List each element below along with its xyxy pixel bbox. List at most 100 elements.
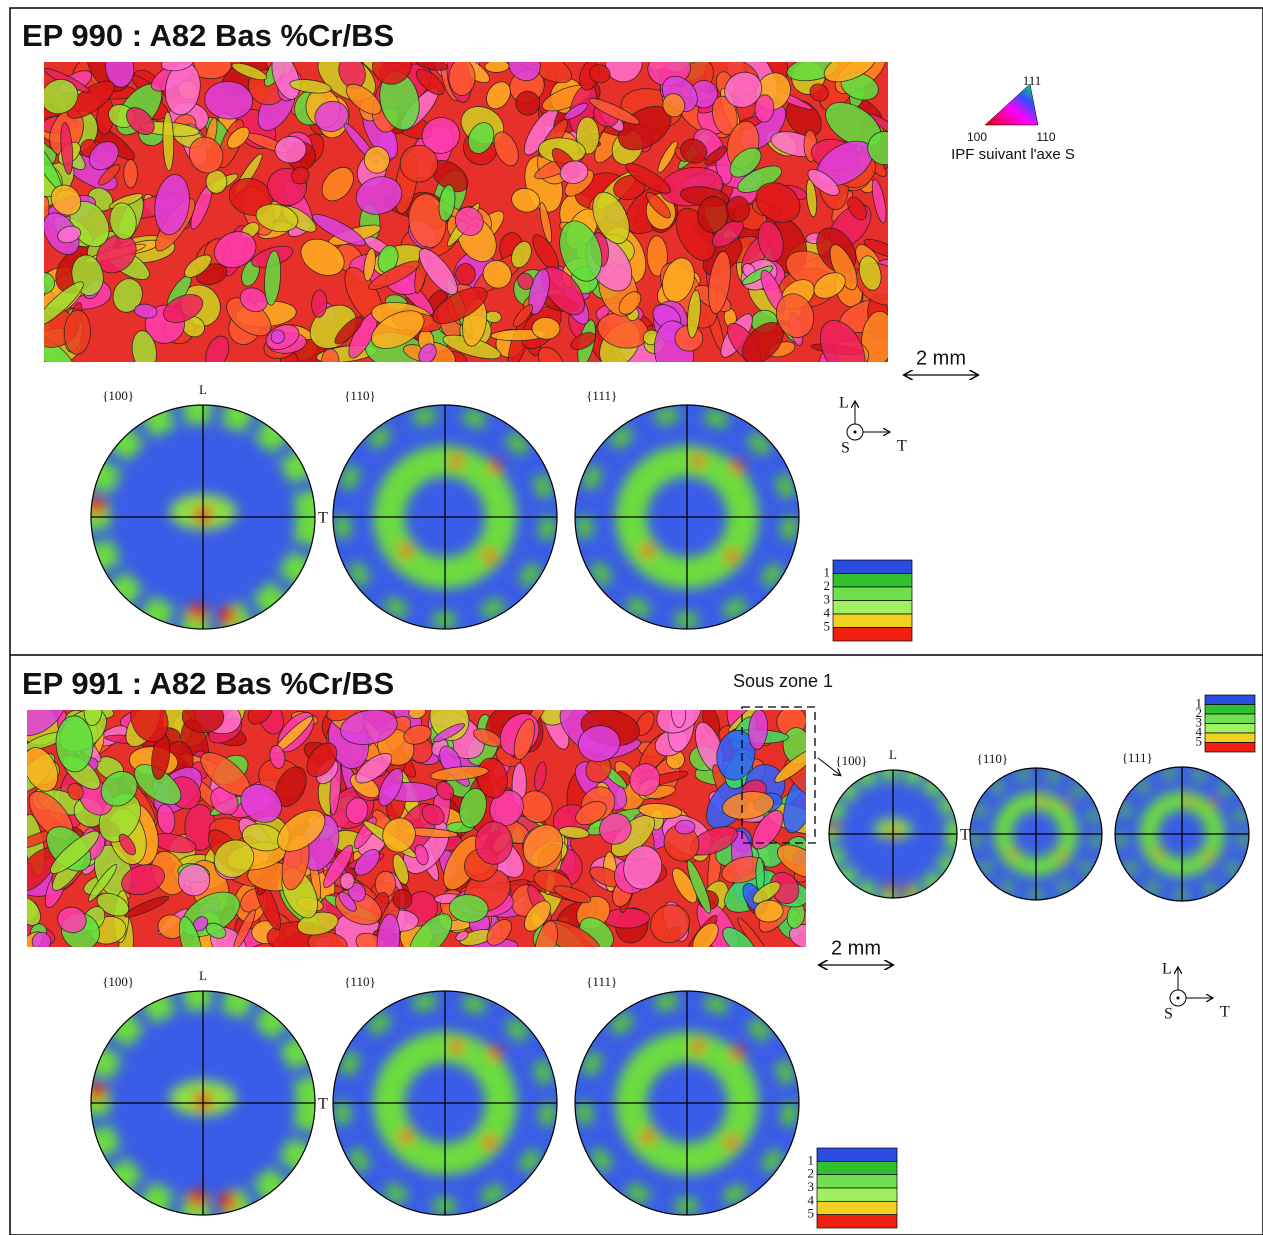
orientation-map [27,710,806,947]
grain [323,844,354,889]
grain [345,83,382,115]
peak [1038,797,1047,805]
grain [448,62,476,96]
peak [1184,796,1193,805]
legend-band [1204,723,1256,734]
axis-label-right: T [960,827,970,844]
grain [486,81,511,110]
grain [650,904,690,944]
triad-center-label: S [1164,1006,1173,1023]
peak [218,1192,237,1211]
grain [541,266,585,316]
peak [730,1045,745,1060]
peak [488,459,503,474]
grain [754,94,775,123]
peak [483,1135,497,1149]
pole-figure [90,404,316,630]
pole-figure [90,990,316,1216]
grain [589,64,611,84]
grain [354,849,380,876]
grain [392,888,413,910]
legend-band [1204,694,1256,705]
grain [204,81,254,120]
peak [188,603,207,622]
grain [467,122,495,154]
pole-figure [332,990,558,1216]
grain [524,900,551,932]
legend-level: 5 [824,618,831,633]
pole-outline [574,404,800,630]
grain [188,136,224,174]
grain [205,335,230,362]
grain [27,710,66,737]
grain [435,781,455,801]
pole-outline [332,990,558,1216]
grain [819,320,866,362]
grain [118,833,136,856]
grain [49,830,100,874]
peak [218,606,237,625]
legend-level: 1 [808,1152,815,1167]
grain [112,278,143,313]
grain [271,62,301,100]
pole-label: {110} [977,751,1009,766]
legend-band [1204,742,1256,753]
grain [752,881,781,904]
grain [646,235,668,277]
peak [91,496,106,515]
grain [134,764,182,805]
grain [432,723,465,743]
peak [399,543,413,558]
grain [783,772,806,834]
pole-label: {100} [102,974,134,989]
grain [515,90,541,116]
grain [363,146,390,174]
pole-figure [1114,766,1250,902]
grain [126,107,155,135]
grain [123,159,138,189]
grain [291,166,310,185]
peak [725,549,739,563]
grain [382,817,416,853]
grain [861,310,888,362]
pole-outline [332,404,558,630]
orientation-map [44,62,888,362]
grain [415,62,449,71]
grain [484,62,510,73]
pole-label: {100} [102,388,134,403]
pole-outline [574,990,800,1216]
grain [321,348,340,362]
grain [807,168,840,196]
grain [100,771,138,807]
grain [618,291,642,315]
legend-band [1204,732,1256,743]
grain [154,174,190,236]
pole-label: {111} [586,388,617,403]
grain [368,260,421,290]
grain [50,184,82,216]
ipf-left: 100 [967,130,987,144]
legend-band [1204,713,1256,724]
peak [1008,849,1017,858]
grain [755,182,801,223]
grain [340,710,398,745]
grain [522,824,564,868]
grain [63,309,91,355]
legend-band [832,586,913,601]
grain [98,163,121,186]
grain [378,768,404,807]
grain [697,196,729,233]
grain [486,919,512,946]
grain [823,62,876,83]
grain [657,140,678,173]
grain [511,241,532,269]
grain [186,62,232,80]
grain [553,885,592,904]
scale-label: 2 mm [831,937,881,959]
grain [372,62,412,85]
grain [363,248,376,282]
legend-level: 4 [824,605,831,620]
grain [867,131,888,166]
peak [449,454,463,468]
